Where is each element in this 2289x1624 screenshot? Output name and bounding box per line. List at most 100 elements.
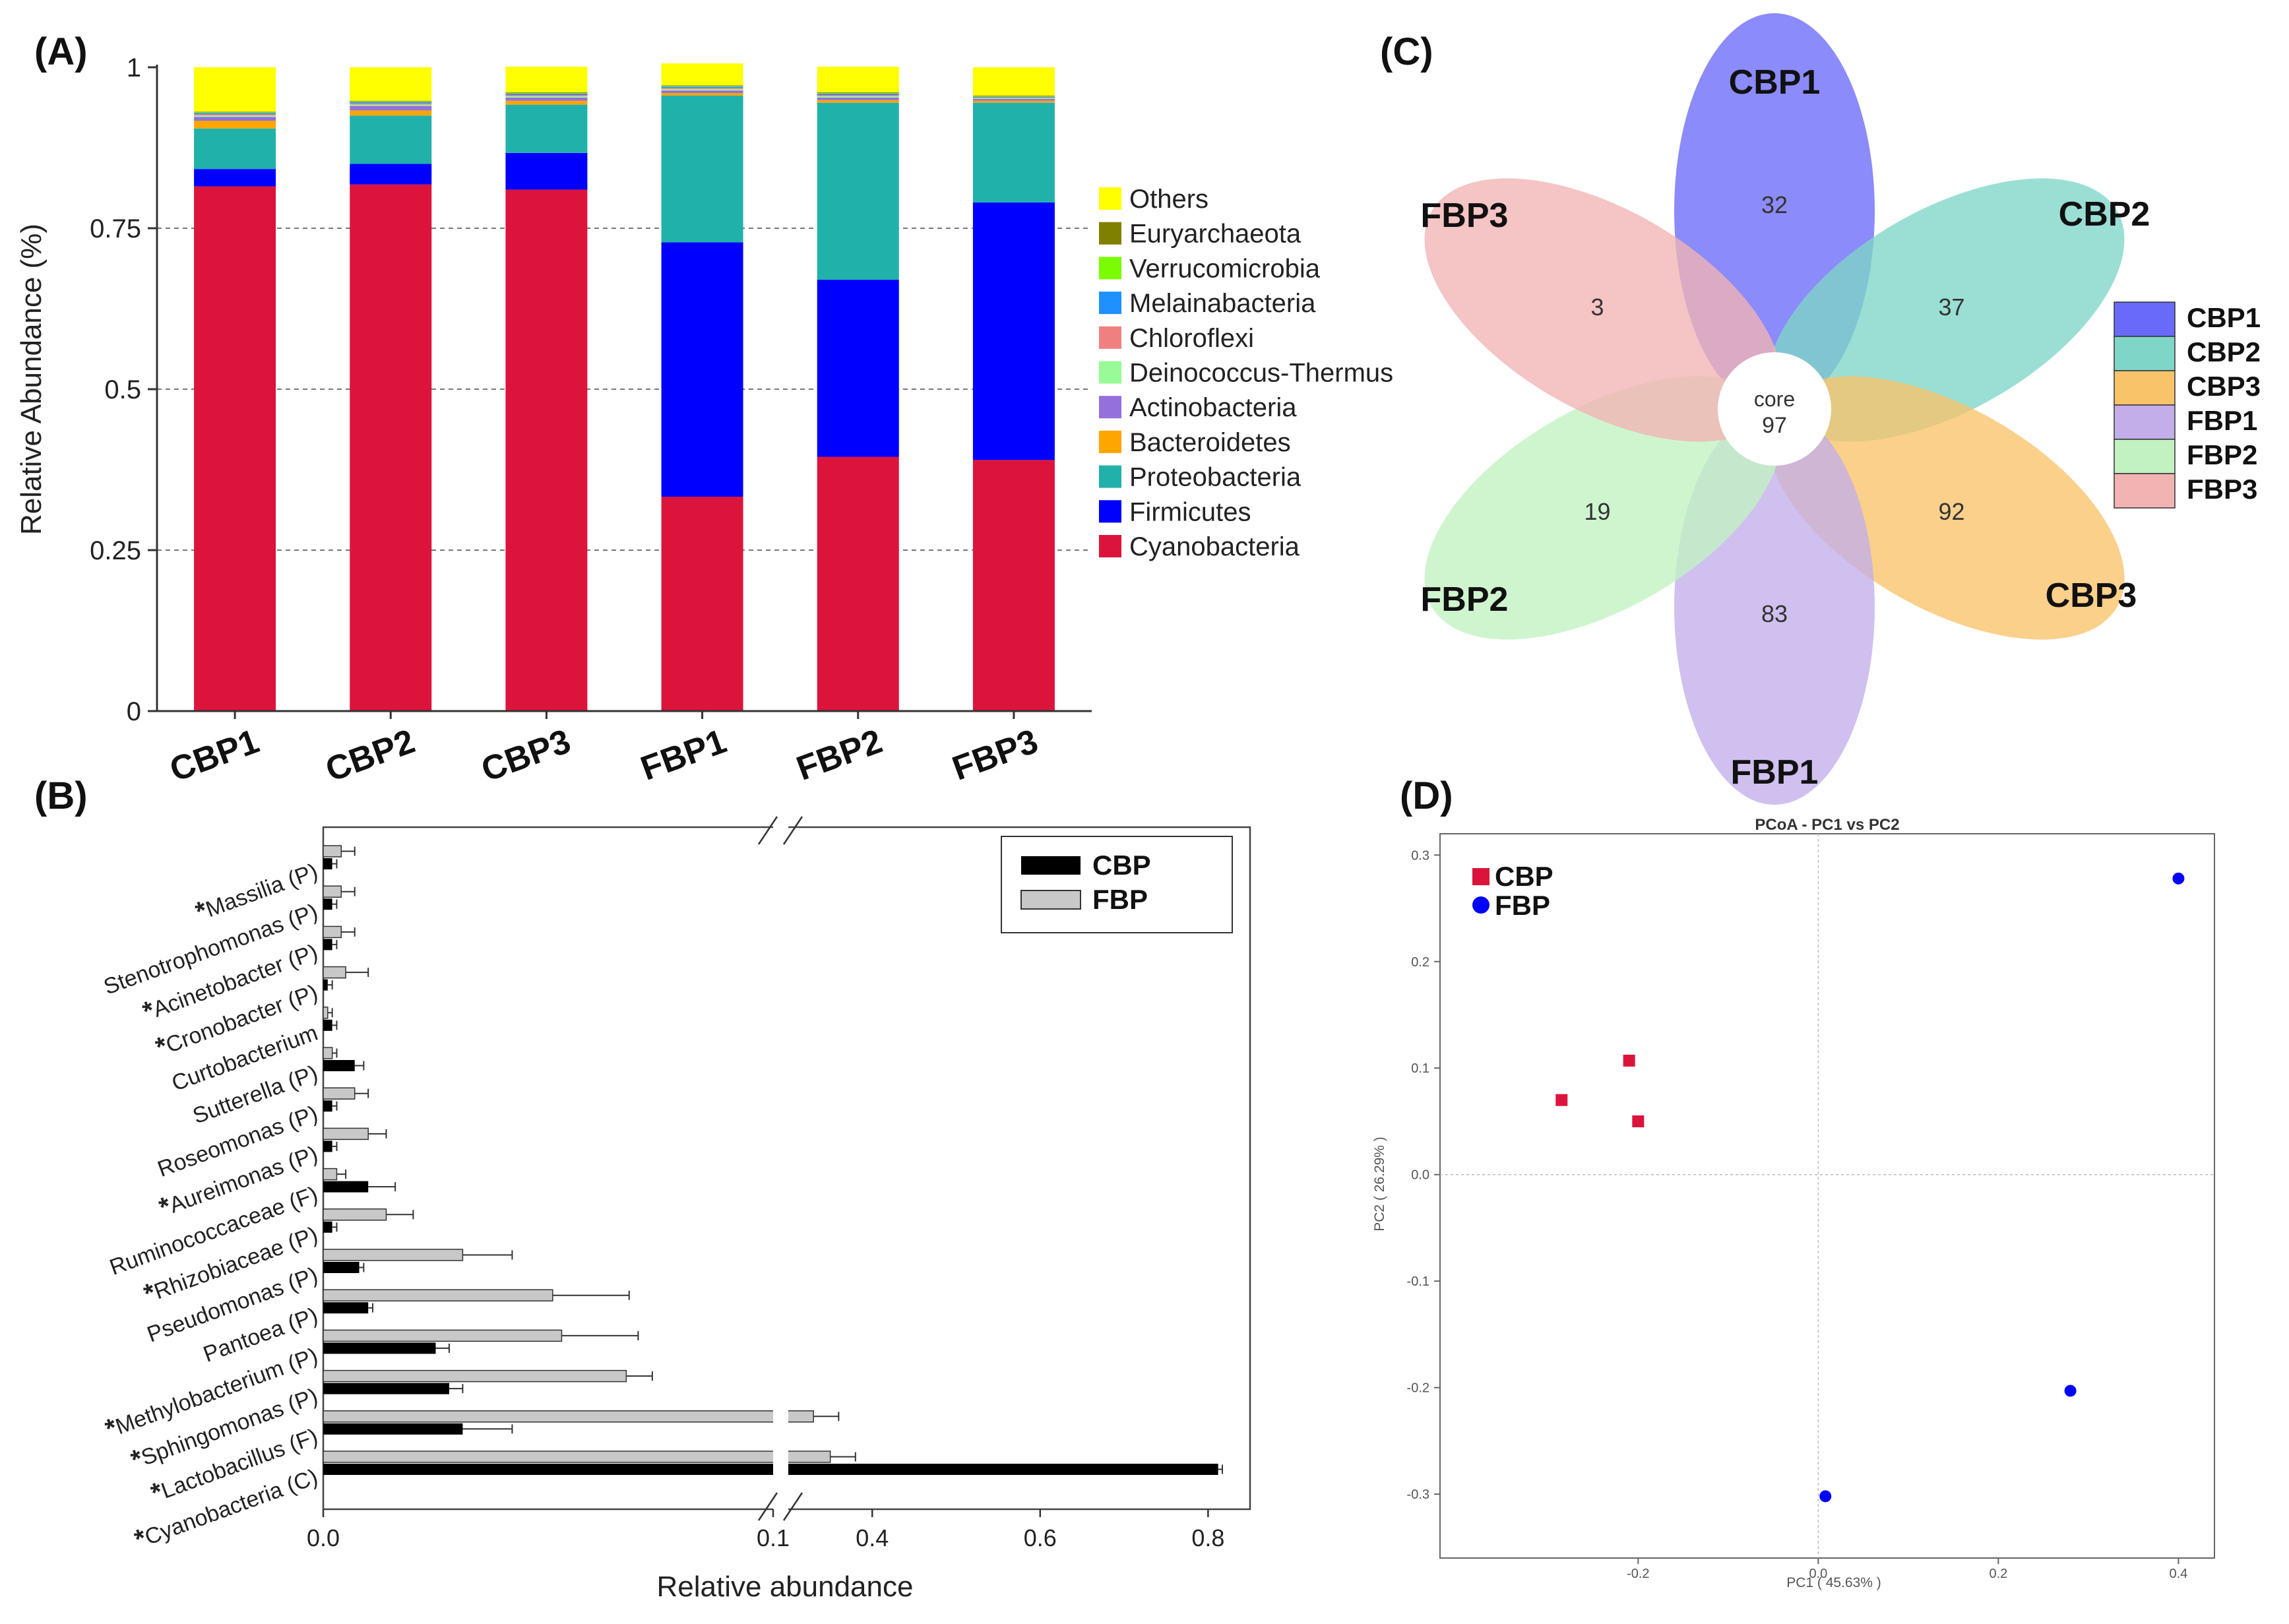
- panel-a-bar-cyanobacteria-fbp2: [817, 456, 899, 711]
- panel-a-legend-label-melainabacteria: Melainabacteria: [1129, 289, 1316, 318]
- panel-a-bar-bacteroidetes-fbp2: [817, 100, 899, 103]
- panel-c-petal-name-fbp2: FBP2: [1421, 580, 1509, 619]
- panel-a-bar-actinobacteria-fbp3: [972, 98, 1055, 101]
- panel-a-bar-proteobacteria-cbp1: [194, 128, 276, 170]
- panel-d-xlabel: PC1 ( 45.63% ): [1786, 1575, 1881, 1590]
- panel-a-legend-swatch-deinococcus-thermus: [1099, 361, 1121, 384]
- panel-d-xtick-label: 0.4: [2169, 1567, 2187, 1581]
- panel-b-bar-fbp-massilia-p: [323, 845, 342, 858]
- panel-a-bar-firmicutes-cbp3: [505, 152, 588, 190]
- panel-a-bar-firmicutes-fbp3: [972, 202, 1055, 460]
- panel-b-bar-cbp-massilia-p: [323, 858, 332, 869]
- panel-b-axis-break-gap: [773, 818, 788, 1520]
- panel-c-legend-label-cbp2: CBP2: [2187, 336, 2261, 367]
- panel-c-core-label: core: [1754, 387, 1795, 411]
- panel-a-bar-others-cbp2: [350, 67, 432, 101]
- panel-a-legend-swatch-cyanobacteria: [1099, 535, 1121, 557]
- panel-a-bar-actinobacteria-cbp2: [350, 106, 432, 111]
- panel-a-bar-euryarchaeota-cbp1: [194, 111, 276, 113]
- panel-a-bar-bacteroidetes-fbp3: [972, 100, 1055, 103]
- panel-a-bar-bacteroidetes-fbp1: [661, 93, 743, 96]
- panel-c-legend-swatch-cbp2: [2114, 336, 2176, 371]
- panel-b-xtick-label: 0.6: [1024, 1524, 1057, 1551]
- panel-b-xtick-label: 0.4: [856, 1524, 889, 1551]
- panel-a-ylabel: Relative Abundance (%): [15, 224, 47, 535]
- panel-b-bar-fbp-aureimonas-p: [323, 1127, 369, 1140]
- panel-a-bar-euryarchaeota-fbp2: [817, 92, 899, 94]
- panel-b-bar-cbp-rhizobiaceae-p: [323, 1221, 332, 1233]
- panel-b-bar-cbp-curtobacterium: [323, 1019, 332, 1031]
- panel-b-horizontal-bar-chart: (B) Relative abundance *Massilia (P)Sten…: [34, 774, 1251, 1603]
- panel-b-bar-cbp-stenotrophomonas-p: [323, 898, 332, 910]
- panel-c-petal-name-cbp2: CBP2: [2059, 195, 2150, 234]
- panel-b-label: (B): [34, 774, 88, 817]
- panel-b-bar-cbp-roseomonas-p: [323, 1100, 332, 1112]
- panel-a-bar-melainabacteria-fbp2: [817, 94, 899, 95]
- panel-d-ylabel: PC2 ( 26.29% ): [1372, 1137, 1387, 1232]
- panel-a-legend-swatch-chloroflexi: [1099, 326, 1121, 349]
- panel-b-xtick-label: 0.8: [1191, 1524, 1224, 1551]
- panel-a-bar-bacteroidetes-cbp3: [505, 100, 588, 105]
- panel-d-ytick-label: 0.3: [1411, 848, 1429, 863]
- panel-c-petal-fbp3: [1424, 178, 1782, 442]
- panel-b-legend-swatch-fbp: [1020, 890, 1081, 910]
- panel-a-bar-verrucomicrobia-cbp3: [505, 93, 588, 94]
- panel-d-legend-marker-cbp: [1472, 868, 1489, 885]
- panel-c-petal-count-fbp3: 3: [1591, 294, 1604, 321]
- panel-d-ytick-label: 0.0: [1411, 1168, 1429, 1183]
- panel-b-legend-box: [1001, 836, 1233, 933]
- panel-a-bar-melainabacteria-cbp1: [194, 113, 276, 115]
- panel-a-bar-proteobacteria-fbp2: [817, 102, 899, 280]
- panel-b-bar-fbp-lactobacillus-f: [323, 1410, 814, 1423]
- panel-c-petal-name-fbp3: FBP3: [1421, 197, 1509, 235]
- panel-a-bar-bacteroidetes-cbp1: [194, 121, 276, 129]
- panel-a-bar-cyanobacteria-cbp2: [350, 184, 432, 712]
- panel-a-legend-label-actinobacteria: Actinobacteria: [1129, 393, 1297, 422]
- panel-a-bar-chloroflexi-fbp2: [817, 94, 899, 96]
- panel-a-legend-swatch-euryarchaeota: [1099, 222, 1121, 245]
- panel-c-legend-label-fbp3: FBP3: [2187, 474, 2257, 505]
- panel-a-bar-melainabacteria-cbp2: [350, 102, 432, 104]
- panel-b-break-mark: [782, 816, 803, 845]
- panel-b-bar-cbp-pantoea-p: [323, 1302, 369, 1314]
- panel-a-xtick-label: CBP3: [476, 722, 575, 790]
- panel-c-core-value: 97: [1762, 413, 1787, 438]
- panel-a-legend-label-proteobacteria: Proteobacteria: [1129, 463, 1301, 492]
- panel-a-bar-others-cbp1: [194, 67, 276, 112]
- panel-a-bar-euryarchaeota-cbp2: [350, 100, 432, 102]
- panel-b-bar-cbp-acinetobacter-p: [323, 939, 332, 951]
- panel-d-xtick-label: 0.2: [1989, 1567, 2007, 1581]
- panel-a-bar-bacteroidetes-cbp2: [350, 110, 432, 116]
- panel-a-legend-label-deinococcus-thermus: Deinococcus-Thermus: [1129, 359, 1393, 388]
- panel-a-bar-verrucomicrobia-fbp2: [817, 93, 899, 94]
- panel-a-legend-label-euryarchaeota: Euryarchaeota: [1129, 220, 1301, 249]
- panel-a-bar-actinobacteria-fbp1: [661, 90, 743, 94]
- panel-a-bar-chloroflexi-cbp1: [194, 114, 276, 116]
- panel-b-bar-fbp-ruminococcaceae-f: [323, 1168, 338, 1181]
- panel-b-bar-cbp-sutterella-p: [323, 1060, 355, 1071]
- panel-c-legend-swatch-cbp1: [2114, 301, 2176, 337]
- panel-a-bar-chloroflexi-cbp3: [505, 94, 588, 96]
- panel-c-petal-name-fbp1: FBP1: [1731, 753, 1819, 792]
- panel-d-ytick-label: 0.2: [1411, 955, 1429, 970]
- panel-c-legend-label-cbp1: CBP1: [2187, 302, 2261, 333]
- panel-b-bar-cbp-cronobacter-p: [323, 979, 328, 991]
- panel-b-legend-label-cbp: CBP: [1092, 850, 1151, 881]
- panel-a-legend-swatch-others: [1099, 187, 1121, 210]
- panel-a-bar-euryarchaeota-cbp3: [505, 92, 588, 94]
- panel-a-bar-verrucomicrobia-cbp1: [194, 112, 276, 113]
- panel-b-bar-cbp-sphingomonas-p: [323, 1383, 449, 1394]
- panel-b-bar-fbp-stenotrophomonas-p: [323, 885, 342, 898]
- panel-c-petal-count-cbp3: 92: [1938, 498, 1964, 525]
- panel-a-xtick-label: CBP1: [165, 722, 264, 790]
- panel-a-bar-actinobacteria-cbp3: [505, 97, 588, 101]
- panel-d-frame: [1439, 833, 2215, 1559]
- panel-b-bar-cbp-lactobacillus-f: [323, 1423, 463, 1435]
- panel-a-legend-swatch-verrucomicrobia: [1099, 257, 1121, 280]
- panel-a-bar-firmicutes-fbp2: [817, 280, 899, 457]
- panel-a-ytick-label: 1: [127, 53, 141, 82]
- panel-a-legend-swatch-proteobacteria: [1099, 465, 1121, 488]
- panel-d-point-cbp: [1623, 1054, 1635, 1067]
- panel-c-core-circle: [1718, 352, 1831, 466]
- panel-a-bar-melainabacteria-cbp3: [505, 94, 588, 95]
